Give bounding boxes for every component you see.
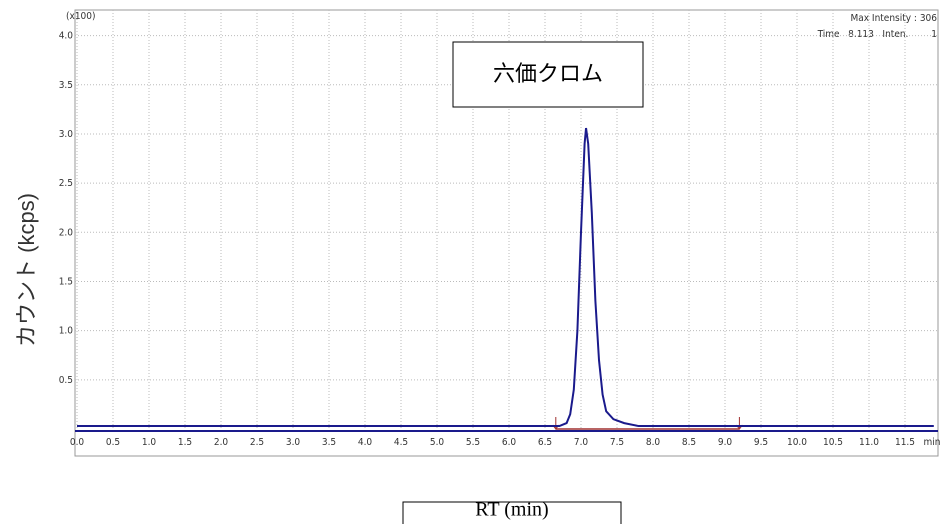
x-tick-label: 1.0 xyxy=(142,437,157,448)
x-tick-label: 5.0 xyxy=(430,437,445,448)
y-axis-title: カウント (kcps) xyxy=(14,193,39,347)
x-tick-label: 5.5 xyxy=(466,437,480,448)
x-axis-title: RT (min) xyxy=(475,499,548,521)
x-tick-label: 9.0 xyxy=(718,437,733,448)
x-tick-label: 6.5 xyxy=(538,437,552,448)
x-tick-label: 3.0 xyxy=(286,437,301,448)
x-tick-label: 3.5 xyxy=(322,437,336,448)
x-tick-label: 8.0 xyxy=(646,437,661,448)
y-tick-label: 2.5 xyxy=(59,178,73,189)
y-tick-label: 1.0 xyxy=(59,326,74,337)
x-tick-label: 4.0 xyxy=(358,437,373,448)
y-tick-label: 4.0 xyxy=(59,31,74,42)
x-tick-label: 9.5 xyxy=(754,437,768,448)
max-intensity: Max Intensity : 306 xyxy=(850,13,937,24)
y-tick-label: 3.5 xyxy=(59,80,73,91)
x-tick-label: 11.5 xyxy=(895,437,915,448)
y-tick-label: 1.5 xyxy=(59,276,73,287)
y-tick-label: 0.5 xyxy=(59,375,73,386)
x-tick-label: 2.0 xyxy=(214,437,229,448)
y-tick-label: 2.0 xyxy=(59,227,74,238)
x-tick-label: 7.5 xyxy=(610,437,624,448)
series-line xyxy=(77,127,934,428)
annotation-box xyxy=(452,41,644,108)
x-tick-label: 0.0 xyxy=(70,437,85,448)
annotation: 六価クロム xyxy=(493,61,603,86)
x-tick-label: 2.5 xyxy=(250,437,264,448)
x-tick-label: 11.0 xyxy=(859,437,879,448)
x-unit: min xyxy=(924,437,941,448)
x-tick-label: 0.5 xyxy=(106,437,120,448)
x-tick-label: 6.0 xyxy=(502,437,517,448)
x-tick-label: 4.5 xyxy=(394,437,408,448)
x-tick-label: 10.5 xyxy=(823,437,843,448)
multiplier: (x100) xyxy=(66,11,96,22)
x-tick-label: 8.5 xyxy=(682,437,696,448)
y-tick-label: 3.0 xyxy=(59,129,74,140)
cursor-info: Time 8.113 Inten. 1 xyxy=(817,29,937,40)
x-tick-label: 10.0 xyxy=(787,437,807,448)
x-tick-label: 7.0 xyxy=(574,437,589,448)
x-tick-label: 1.5 xyxy=(178,437,192,448)
